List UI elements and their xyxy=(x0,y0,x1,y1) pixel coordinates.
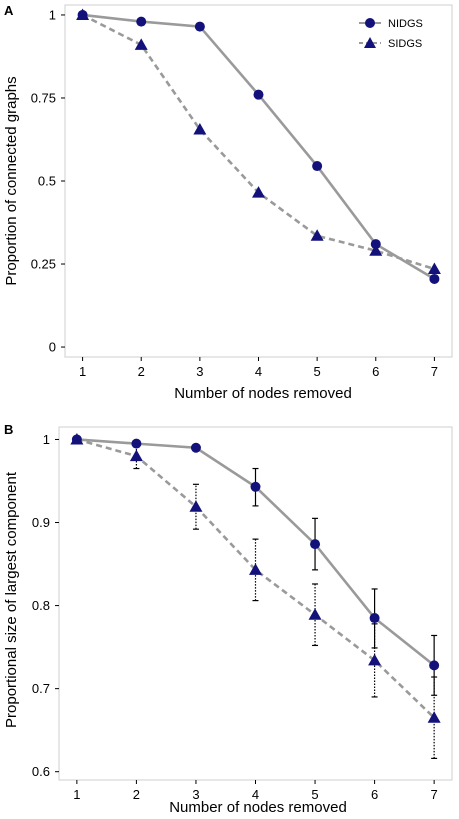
panel-b-ytick-label: 0.8 xyxy=(32,598,50,613)
panel-a-xlabel: Number of nodes removed xyxy=(174,385,352,402)
panel-b-ytick-label: 0.7 xyxy=(32,681,50,696)
panel-a: A Number of nodes removed Proportion of … xyxy=(3,3,453,402)
panel-a-plot xyxy=(76,8,441,284)
panel-a-point-sidgs xyxy=(369,244,383,256)
legend-marker-nidgs xyxy=(365,18,375,28)
panel-a-ytick-label: 1 xyxy=(49,7,56,22)
panel-b-xtick-label: 5 xyxy=(311,787,318,802)
panel-b-point-nidgs xyxy=(190,442,201,453)
panel-b-xlabel: Number of nodes removed xyxy=(169,799,347,816)
panel-b-xtick-label: 1 xyxy=(73,787,80,802)
panel-b-point-nidgs xyxy=(369,613,380,624)
panel-a-ylabel: Proportion of connected graphs xyxy=(3,76,20,285)
panel-a-ytick-label: 0.75 xyxy=(31,90,56,105)
panel-a-point-sidgs xyxy=(76,8,90,20)
panel-b-point-nidgs xyxy=(131,438,142,449)
panel-b-ylabel: Proportional size of largest component xyxy=(3,471,20,728)
legend-item-nidgs: NIDGS xyxy=(359,18,423,30)
panel-b-xtick-label: 6 xyxy=(371,787,378,802)
panel-a-point-sidgs xyxy=(193,123,207,135)
legend-marker-sidgs xyxy=(364,37,376,48)
panel-a-xtick-label: 5 xyxy=(314,364,321,379)
panel-b-xtick-label: 3 xyxy=(192,787,199,802)
panel-a-axes: 1 2 3 4 5 6 7 0 0.25 0.5 0.75 1 xyxy=(31,7,438,379)
panel-b-point-nidgs xyxy=(429,660,440,671)
panel-a-xtick-label: 2 xyxy=(138,364,145,379)
panel-b-point-sidgs xyxy=(129,449,143,462)
panel-a-point-sidgs xyxy=(310,229,324,241)
panel-b-axes: 1 2 3 4 5 6 7 0.6 0.7 0.8 0.9 1 xyxy=(32,432,438,802)
panel-b-ytick-label: 0.6 xyxy=(32,764,50,779)
panel-a-xtick-label: 7 xyxy=(431,364,438,379)
panel-b-point-sidgs xyxy=(368,653,382,666)
panel-b-point-nidgs xyxy=(250,481,261,492)
panel-b: B Number of nodes removed Proportional s… xyxy=(3,422,453,816)
panel-a-point-sidgs xyxy=(252,186,265,198)
panel-a-label: A xyxy=(4,3,14,18)
panel-a-point-sidgs xyxy=(134,38,148,50)
panel-a-xtick-label: 1 xyxy=(79,364,86,379)
panel-a-ytick-label: 0.25 xyxy=(31,257,56,272)
panel-a-point-nidgs xyxy=(194,21,205,32)
panel-a-ytick-label: 0 xyxy=(49,340,56,355)
panel-b-plot xyxy=(70,432,441,760)
panel-b-point-sidgs xyxy=(70,432,84,445)
panel-a-point-nidgs xyxy=(370,239,381,250)
panel-b-ytick-label: 1 xyxy=(43,432,50,447)
panel-a-line-sidgs xyxy=(82,13,435,271)
panel-a-point-nidgs xyxy=(312,161,323,172)
panel-b-point-nidgs xyxy=(310,539,321,550)
panel-a-point-nidgs xyxy=(429,273,440,284)
panel-a-xtick-label: 3 xyxy=(196,364,203,379)
panel-b-label: B xyxy=(4,422,13,437)
panel-a-xtick-label: 4 xyxy=(255,364,262,379)
panel-a-xtick-label: 6 xyxy=(372,364,379,379)
legend-label-nidgs: NIDGS xyxy=(388,18,423,30)
panel-b-xtick-label: 2 xyxy=(133,787,140,802)
panel-b-point-sidgs xyxy=(189,500,203,512)
panel-a-point-nidgs xyxy=(253,89,264,100)
panel-b-xtick-label: 7 xyxy=(431,787,438,802)
panel-a-point-nidgs xyxy=(136,16,147,27)
panel-b-xtick-label: 4 xyxy=(252,787,259,802)
legend: NIDGS SIDGS xyxy=(359,18,423,50)
panel-b-point-sidgs xyxy=(427,711,441,723)
panel-b-point-sidgs xyxy=(308,608,322,620)
legend-label-sidgs: SIDGS xyxy=(388,38,422,50)
panel-a-point-sidgs xyxy=(427,262,441,274)
panel-a-frame xyxy=(64,4,453,358)
legend-item-sidgs: SIDGS xyxy=(359,37,422,50)
panel-b-errorbar-sidgs xyxy=(431,676,438,760)
panel-a-ytick-label: 0.5 xyxy=(38,174,56,189)
panel-b-point-sidgs xyxy=(249,563,262,575)
panel-b-ytick-label: 0.9 xyxy=(32,515,50,530)
panel-a-line-nidgs xyxy=(82,13,436,281)
